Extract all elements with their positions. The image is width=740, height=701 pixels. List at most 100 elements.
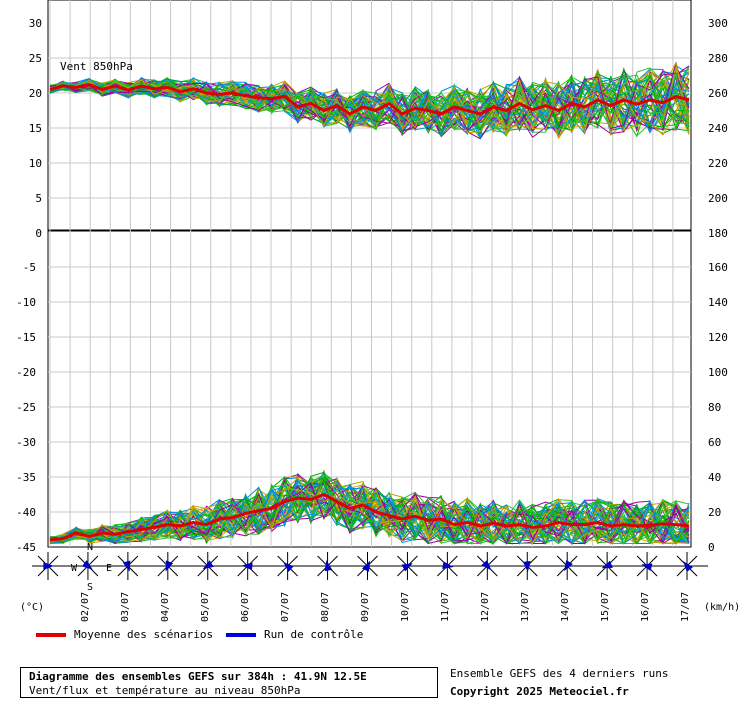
ensemble-member-wind <box>49 78 690 132</box>
date-label: 14/07 <box>560 592 571 622</box>
wind-arrow <box>241 562 253 571</box>
top-left-tick: 15 <box>29 122 42 135</box>
legend-mean-label: Moyenne des scénarios <box>74 628 214 641</box>
bottom-left-tick: -5 <box>23 261 36 274</box>
bottom-left-tick: -35 <box>16 471 36 484</box>
unit-right: (km/h) <box>704 602 740 613</box>
footer-right: Ensemble GEFS des 4 derniers runs Copyri… <box>450 665 669 701</box>
wind-arrow <box>442 561 454 569</box>
wind-arrow <box>122 560 131 572</box>
top-left-tick: 30 <box>29 17 42 30</box>
wind-arrow <box>401 563 413 572</box>
top-left-tick: 5 <box>35 192 42 205</box>
ensemble-member-temp <box>49 487 690 545</box>
wind-direction-row <box>37 552 698 580</box>
ensemble-member-wind <box>49 67 690 135</box>
ensemble-member-temp <box>49 477 690 545</box>
wind-arrow <box>481 560 492 571</box>
bottom-left-tick: -15 <box>16 331 36 344</box>
bottom-left-tick: -20 <box>16 366 36 379</box>
footer-subtitle: Vent/flux et température au niveau 850hP… <box>29 684 301 697</box>
date-label: 16/07 <box>640 592 651 622</box>
ensemble-member-wind <box>49 72 690 132</box>
date-label: 06/07 <box>240 592 251 622</box>
ensemble-member-temp <box>49 472 690 545</box>
top-right-tick: 220 <box>708 157 728 170</box>
top-left-tick: 25 <box>29 52 42 65</box>
legend: Moyenne des scénarios Run de contrôle <box>36 628 456 646</box>
bottom-left-tick: -45 <box>16 541 36 554</box>
top-right-tick: 180 <box>708 227 728 240</box>
bottom-right-tick: 120 <box>708 331 728 344</box>
bottom-left-tick: -30 <box>16 436 36 449</box>
bottom-right-tick: 100 <box>708 366 728 379</box>
top-left-tick: 10 <box>29 157 42 170</box>
wind-arrow <box>324 560 333 572</box>
bottom-right-tick: 160 <box>708 261 728 274</box>
wind-arrow <box>522 561 531 572</box>
top-panel-label: Vent 850hPa <box>60 60 133 73</box>
wind-arrow <box>601 560 613 569</box>
legend-control: Run de contrôle <box>226 628 363 641</box>
compass-south: S <box>87 582 93 593</box>
top-right-tick: 300 <box>708 17 728 30</box>
legend-mean-swatch <box>36 632 66 637</box>
date-label: 05/07 <box>200 592 211 622</box>
date-label: 09/07 <box>360 592 371 622</box>
ensemble-member-wind <box>49 73 690 133</box>
top-right-tick: 200 <box>708 192 728 205</box>
bottom-mean-line <box>49 492 690 542</box>
ensemble-member-temp <box>49 484 690 545</box>
date-axis: 02/07 03/07 04/07 05/07 06/07 07/07 08/07 09/07… <box>80 592 691 622</box>
compass-east: E <box>106 563 112 574</box>
date-label: 13/07 <box>520 592 531 622</box>
bottom-left-tick: -10 <box>16 296 36 309</box>
top-left-tick: 0 <box>35 227 42 240</box>
top-mean-line <box>49 83 690 116</box>
date-label: 03/07 <box>120 592 131 622</box>
wind-arrow <box>564 560 573 572</box>
ensemble-member-wind <box>49 74 690 137</box>
top-right-tick: 260 <box>708 87 728 100</box>
bottom-right-tick: 20 <box>708 506 721 519</box>
wind-arrow <box>202 560 214 570</box>
date-label: 15/07 <box>600 592 611 622</box>
date-label: 02/07 <box>80 592 91 622</box>
bottom-left-tick: -40 <box>16 506 36 519</box>
unit-left: (°C) <box>20 602 44 613</box>
wind-arrow <box>165 560 174 572</box>
date-label: 17/07 <box>680 592 691 622</box>
wind-arrow <box>641 563 653 571</box>
wind-arrow <box>683 561 693 572</box>
compass-north: N <box>87 542 93 553</box>
bottom-right-tick: 0 <box>708 541 715 554</box>
ensemble-member-wind <box>49 65 690 130</box>
footer-title: Diagramme des ensembles GEFS sur 384h : … <box>29 670 367 683</box>
top-right-tick: 280 <box>708 52 728 65</box>
bottom-right-tick: 60 <box>708 436 721 449</box>
wind-arrow <box>283 561 294 572</box>
compass-west: W <box>71 563 78 574</box>
wind-arrow <box>43 562 54 570</box>
date-label: 12/07 <box>480 592 491 622</box>
date-label: 07/07 <box>280 592 291 622</box>
footer-runs: Ensemble GEFS des 4 derniers runs <box>450 667 669 680</box>
wind-arrow <box>81 560 93 570</box>
date-label: 04/07 <box>160 592 171 622</box>
date-label: 11/07 <box>440 592 451 622</box>
wind-arrow <box>362 560 371 572</box>
top-left-tick: 20 <box>29 87 42 100</box>
bottom-left-tick: -25 <box>16 401 36 414</box>
legend-control-swatch <box>226 632 256 637</box>
date-label: 08/07 <box>320 592 331 622</box>
legend-mean: Moyenne des scénarios <box>36 628 213 641</box>
bottom-right-tick: 40 <box>708 471 721 484</box>
date-label: 10/07 <box>400 592 411 622</box>
footer-copyright: Copyright 2025 Meteociel.fr <box>450 685 629 698</box>
footer-box: Diagramme des ensembles GEFS sur 384h : … <box>20 667 438 698</box>
bottom-right-tick: 80 <box>708 401 721 414</box>
legend-control-label: Run de contrôle <box>264 628 364 641</box>
ensemble-member-wind <box>49 70 690 136</box>
